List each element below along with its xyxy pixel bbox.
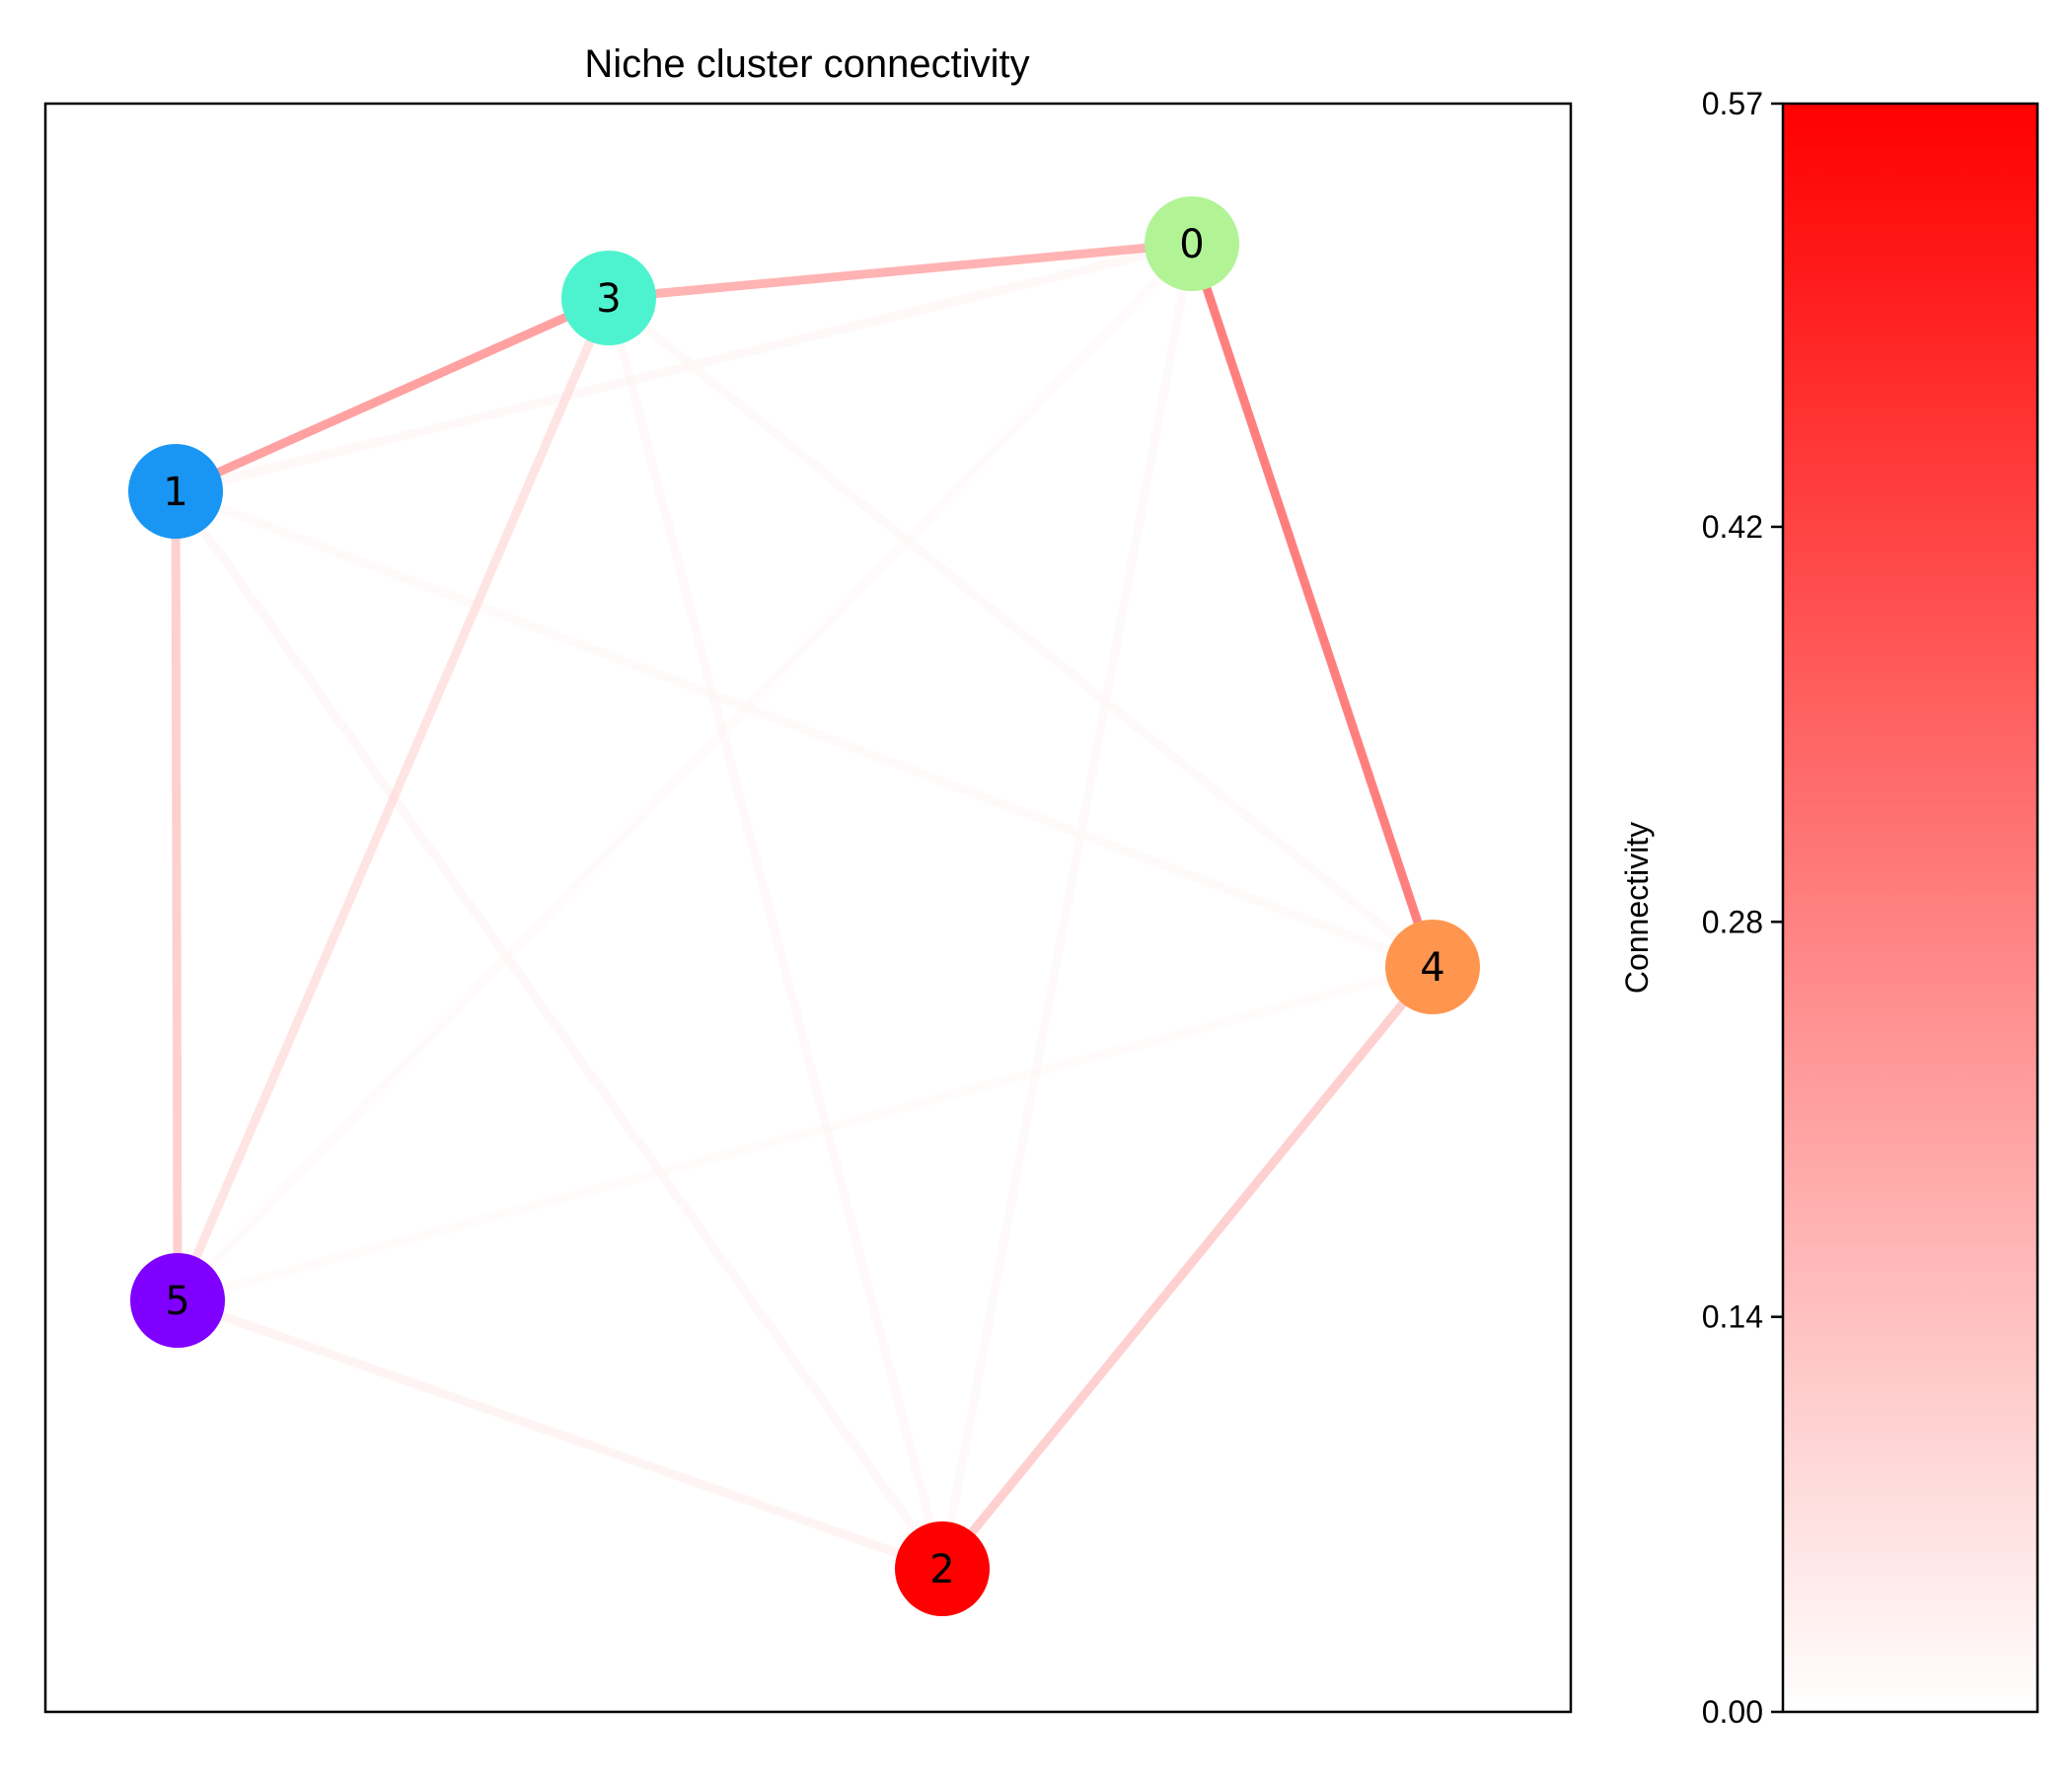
edge-2-3	[604, 293, 947, 1574]
edge-4-5	[173, 962, 1438, 1305]
colorbar-gradient	[1781, 102, 2039, 1714]
edge-1-2	[171, 486, 947, 1574]
node-1: 1	[128, 444, 223, 539]
node-3: 3	[561, 251, 656, 345]
node-label-3: 3	[596, 276, 621, 322]
node-circle-1	[128, 444, 223, 539]
edge-2-4	[937, 962, 1438, 1574]
edge-3-5	[173, 293, 614, 1305]
node-circle-3	[561, 251, 656, 345]
node-label-2: 2	[929, 1547, 954, 1592]
edge-0-4	[1187, 239, 1438, 972]
edge-1-3	[171, 293, 614, 496]
edge-0-1	[171, 239, 1197, 496]
colorbar-label: Connectivity	[1619, 822, 1655, 994]
edge-1-4	[171, 486, 1438, 972]
edges-layer	[171, 239, 1438, 1574]
colorbar-tick-label-4: 0.57	[1702, 86, 1763, 121]
node-2: 2	[895, 1521, 990, 1616]
edge-1-5	[171, 486, 183, 1305]
colorbar-ticks: 0.00 0.14 0.28 0.42 0.57	[1702, 86, 1783, 1730]
colorbar-tick-label-3: 0.42	[1702, 509, 1763, 545]
node-circle-5	[130, 1253, 225, 1348]
node-label-4: 4	[1420, 945, 1444, 991]
node-circle-0	[1145, 196, 1239, 291]
edge-0-2	[937, 239, 1197, 1574]
colorbar-tick-label-2: 0.28	[1702, 904, 1763, 939]
node-0: 0	[1145, 196, 1239, 291]
edge-0-3	[604, 239, 1197, 303]
node-5: 5	[130, 1253, 225, 1348]
node-circle-4	[1385, 920, 1480, 1014]
node-label-0: 0	[1179, 222, 1204, 267]
colorbar-tick-label-1: 0.14	[1702, 1299, 1763, 1335]
edge-3-4	[604, 293, 1438, 972]
nodes-layer: 0 1 2 3 4 5	[128, 196, 1480, 1616]
colorbar-tick-label-0: 0.00	[1702, 1694, 1763, 1730]
node-4: 4	[1385, 920, 1480, 1014]
colorbar: 0.00 0.14 0.28 0.42 0.57 Connectivity	[1619, 86, 2039, 1730]
edge-0-5	[173, 239, 1197, 1305]
edge-2-5	[173, 1295, 947, 1574]
node-label-5: 5	[165, 1279, 189, 1324]
chart-title: Niche cluster connectivity	[584, 42, 1029, 86]
node-label-1: 1	[163, 470, 187, 515]
graph-frame	[43, 102, 1573, 1714]
node-circle-2	[895, 1521, 990, 1616]
